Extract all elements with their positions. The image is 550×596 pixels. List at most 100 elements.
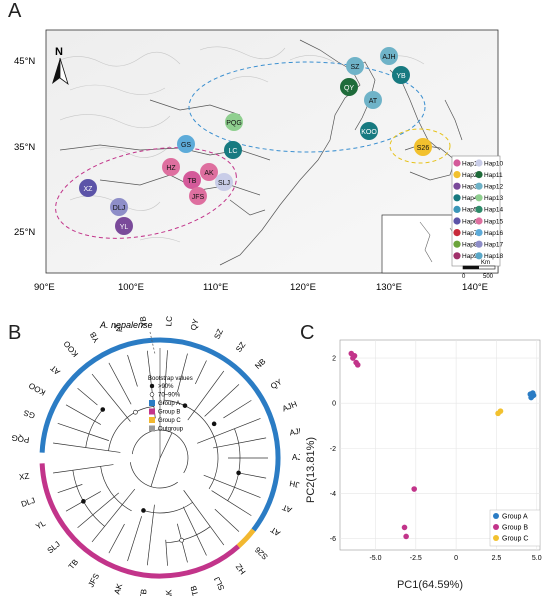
tree-clade-arc [131,429,189,474]
svg-text:Group C: Group C [158,418,181,424]
tip-label: TB [67,558,80,572]
tree-branch [165,539,168,566]
site-marker-slj: SLJ [215,173,233,191]
tip-label: PQG [11,433,30,444]
tip-label: GS [22,408,36,420]
legend-swatch [453,252,461,260]
tip-label: YB [88,330,101,344]
tip-label: AT [269,525,282,538]
svg-text:YL: YL [120,224,129,231]
tip-label: KOO [27,381,47,398]
svg-text:S26: S26 [417,145,430,152]
tree-branch [146,504,155,566]
pca-point-group-c [497,408,504,414]
legend-label: Hap13 [484,195,504,202]
site-marker-lc: LC [224,141,242,159]
group-c-ellipse [389,128,451,164]
tip-label: SZ [234,340,247,354]
lon-label-140: 140°E [462,282,488,293]
bootstrap-node [211,421,217,427]
legend-label: Hap1 [462,160,478,167]
legend-label: Hap14 [484,207,504,214]
tip-label: TB [189,585,200,596]
tree-branch [77,387,98,406]
bootstrap-node [141,508,146,513]
svg-text:AJH: AJH [382,54,395,61]
tree-branch [214,508,240,532]
svg-text:DLJ: DLJ [113,205,125,212]
tree-branch [163,350,168,405]
bootstrap-node [133,409,138,415]
legend-item-hap1: Hap1 [453,159,478,167]
legend-label: Hap17 [484,242,504,249]
tip-label: AJH [292,453,300,462]
legend-item-hap15: Hap15 [475,217,504,225]
tree-legend-title: Bootstrap values [148,376,193,382]
site-marker-xz: XZ [79,179,97,197]
tree-branch [57,484,83,494]
svg-text:0: 0 [462,274,466,280]
tree-branch [176,353,188,393]
svg-text:GS: GS [181,142,191,149]
tip-label: SZ [212,327,225,340]
legend-swatch [475,171,483,179]
tree-branch [197,418,261,444]
legend-label: Hap10 [484,160,504,167]
pca-ytick-label: -2 [330,446,336,453]
tip-label: QY [189,317,201,331]
svg-text:Km: Km [481,260,490,266]
tree-branch [65,404,101,425]
pca-y-label: PC2(13.81%) [305,437,317,503]
lon-label-120: 120°E [290,282,316,293]
pca-legend-swatch [493,535,499,541]
tree-branch [212,437,267,449]
pca-ytick-label: -4 [330,491,336,498]
legend-item-hap14: Hap14 [475,205,504,214]
group-b-ellipse [55,147,237,239]
pca-xtick-label: 5.0 [532,555,542,562]
tree-branch [194,360,207,385]
site-marker-hz: HZ [162,158,180,176]
pca-legend-label: Group C [502,536,528,543]
tree-legend-item: Group A [149,400,180,407]
haplotype-map: 45°N 35°N 25°N 90°E 100°E 110°E 120°E 13… [14,29,504,293]
svg-text:HZ: HZ [166,165,176,172]
tree-branch [240,472,267,479]
tip-label: AT [113,322,125,334]
tip-label: XZ [18,472,29,482]
site-marker-sz: SZ [346,57,364,75]
tree-branch [183,490,225,546]
site-marker-yl: YL [115,217,133,235]
tree-branch [127,516,142,562]
svg-text:Group B: Group B [158,410,180,416]
legend-label: Hap15 [484,218,504,225]
tip-label: SLJ [212,575,226,591]
tip-label: JFS [86,572,101,589]
tree-branch [53,442,121,453]
tree-legend-item: Group B [149,408,180,416]
legend-swatch [453,159,461,167]
legend-label: Hap11 [484,172,503,179]
svg-text:AK: AK [204,170,214,177]
tree-branch [91,488,136,543]
pca-point-group-b [401,524,408,531]
svg-text:N: N [55,46,63,58]
legend-item-hap2: Hap2 [453,171,478,179]
lon-label-110: 110°E [203,282,228,293]
lat-label-35: 35°N [14,142,35,153]
panel-a-label: A [8,0,22,22]
svg-text:XZ: XZ [84,186,94,193]
tree-legend-item: >90% [149,383,174,390]
tip-label: LC [164,316,174,327]
lat-label-25: 25°N [14,227,35,238]
legend-swatch [453,217,461,225]
tree-branch [77,492,120,529]
tree-legend: Bootstrap values >90% 70~90% Group A Group … [148,376,193,433]
svg-text:JFS: JFS [192,194,205,201]
site-marker-at: AT [364,91,382,109]
tip-label: AJH [281,399,299,413]
pca-point-group-b [403,533,409,540]
site-marker-yb: YB [392,66,410,84]
svg-text:KOO: KOO [361,129,377,136]
site-marker-qy: QY [340,78,358,96]
